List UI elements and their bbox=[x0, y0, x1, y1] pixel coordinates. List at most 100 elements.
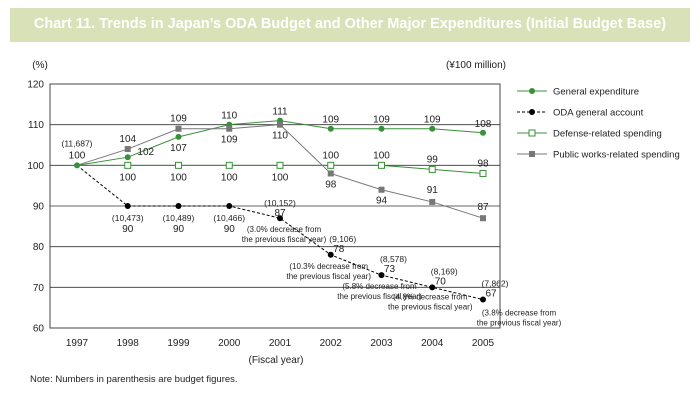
general-data-label: 107 bbox=[170, 143, 187, 154]
defense-point bbox=[479, 169, 487, 177]
oda-budget-figure: (7,862) bbox=[482, 279, 509, 289]
decrease-annotation: the previous fiscal year) bbox=[337, 292, 422, 301]
general-data-label: 109 bbox=[322, 115, 339, 126]
defense-point bbox=[175, 161, 182, 169]
oda-budget-figure: (8,578) bbox=[380, 254, 407, 264]
x-tick-label: 1998 bbox=[117, 338, 140, 349]
y-tick-label: 100 bbox=[27, 161, 44, 172]
general-data-label: 109 bbox=[424, 115, 441, 126]
oda-point bbox=[480, 296, 486, 303]
decrease-annotation: the previous fiscal year) bbox=[388, 302, 473, 311]
oda-data-label: 70 bbox=[435, 276, 447, 287]
unit-label: (¥100 million) bbox=[446, 60, 506, 71]
oda-budget-figure: (10,489) bbox=[163, 213, 195, 223]
general-point bbox=[378, 125, 385, 132]
decrease-annotation: (10.3% decrease from bbox=[289, 262, 368, 271]
decrease-annotation: (3.0% decrease from bbox=[247, 225, 322, 234]
general-data-label: 108 bbox=[475, 119, 492, 130]
oda-data-label: 73 bbox=[384, 264, 396, 275]
start-value-label: 100 bbox=[69, 150, 86, 161]
start-point bbox=[74, 162, 80, 169]
y-tick-label: 110 bbox=[28, 120, 44, 131]
decrease-annotation: (3.8% decrease from bbox=[482, 309, 557, 318]
oda-point bbox=[327, 251, 334, 258]
decrease-annotation: the previous fiscal year) bbox=[287, 272, 372, 281]
public-point bbox=[226, 125, 233, 132]
legend-label-oda: ODA general account bbox=[553, 108, 644, 119]
decrease-annotation: (5.8% decrease from bbox=[342, 282, 417, 291]
chart-note: Note: Numbers in parenthesis are budget … bbox=[30, 374, 238, 385]
defense-data-label: 100 bbox=[272, 172, 289, 183]
defense-point bbox=[428, 165, 436, 173]
general-data-label: 102 bbox=[137, 147, 154, 158]
oda-data-label: 67 bbox=[485, 289, 497, 300]
general-point bbox=[480, 129, 486, 136]
title-bar: Chart 11. Trends in Japan’s ODA Budget a… bbox=[10, 8, 690, 42]
defense-data-label: 100 bbox=[322, 150, 339, 161]
public-works-data-label: 91 bbox=[427, 185, 439, 196]
y-axis-label: (%) bbox=[32, 60, 48, 71]
oda-line bbox=[76, 164, 484, 301]
y-tick-label: 60 bbox=[33, 324, 45, 335]
oda-budget-figure: (9,106) bbox=[329, 234, 356, 244]
public-point bbox=[175, 125, 182, 132]
public-works-data-label: 87 bbox=[477, 202, 489, 213]
x-tick-label: 2000 bbox=[218, 338, 241, 349]
decrease-annotation: the previous fiscal year) bbox=[477, 319, 562, 328]
oda-budget-figure: (8,169) bbox=[431, 266, 458, 276]
oda-budget-figure: (10,473) bbox=[112, 213, 144, 223]
legend-label-general: General expenditure bbox=[553, 87, 639, 98]
x-axis-label: (Fiscal year) bbox=[248, 355, 303, 366]
public-point bbox=[480, 215, 486, 222]
x-tick-label: 1997 bbox=[66, 338, 89, 349]
oda-point bbox=[175, 203, 182, 209]
chart-title: Chart 11. Trends in Japan’s ODA Budget a… bbox=[33, 16, 667, 32]
oda-data-label: 87 bbox=[274, 208, 286, 219]
public-works-data-label: 109 bbox=[221, 135, 238, 146]
oda-point bbox=[378, 272, 385, 279]
start-budget-figure: (11,687) bbox=[61, 138, 92, 148]
public-works-data-label: 104 bbox=[119, 134, 136, 145]
legend-marker-public bbox=[529, 151, 535, 157]
public-works-data-label: 109 bbox=[170, 114, 187, 125]
public-works-data-label: 94 bbox=[376, 196, 388, 207]
legend-marker-oda bbox=[529, 109, 535, 115]
defense-data-label: 100 bbox=[119, 172, 136, 183]
oda-budget-figure: (10,466) bbox=[213, 213, 245, 223]
defense-point bbox=[124, 161, 132, 169]
oda-data-label: 78 bbox=[333, 244, 345, 255]
decrease-annotation: (4.8% decrease from bbox=[393, 292, 468, 301]
general-data-label: 109 bbox=[373, 115, 390, 126]
y-tick-label: 90 bbox=[33, 202, 45, 213]
defense-data-label: 100 bbox=[221, 172, 238, 183]
defense-point bbox=[378, 161, 385, 169]
public-works-data-label: 110 bbox=[272, 131, 288, 142]
x-tick-label: 2001 bbox=[269, 338, 292, 349]
oda-data-label: 90 bbox=[224, 224, 236, 235]
general-point bbox=[429, 125, 436, 132]
y-tick-label: 80 bbox=[33, 242, 45, 253]
oda-point bbox=[226, 203, 233, 209]
public-point bbox=[277, 121, 283, 128]
defense-data-label: 99 bbox=[427, 154, 439, 165]
defense-point bbox=[276, 161, 284, 169]
defense-data-label: 100 bbox=[170, 172, 187, 183]
y-tick-label: 70 bbox=[33, 283, 45, 294]
legend-label-defense: Defense-related spending bbox=[553, 129, 662, 140]
public-point bbox=[124, 146, 131, 153]
public-works-data-label: 98 bbox=[325, 179, 337, 190]
legend-label-public: Public works-related spending bbox=[553, 150, 680, 161]
oda-budget-figure: (10,152) bbox=[264, 198, 296, 208]
defense-point bbox=[327, 161, 335, 169]
x-tick-label: 2004 bbox=[421, 338, 444, 349]
oda-point bbox=[429, 284, 436, 291]
oda-point bbox=[124, 203, 131, 209]
general-data-label: 111 bbox=[272, 107, 288, 118]
general-point bbox=[327, 125, 334, 132]
general-data-label: 110 bbox=[221, 111, 237, 122]
x-tick-label: 2003 bbox=[370, 338, 393, 349]
x-tick-label: 2005 bbox=[472, 338, 495, 349]
legend-marker-defense bbox=[528, 129, 536, 137]
x-tick-label: 1999 bbox=[167, 338, 190, 349]
